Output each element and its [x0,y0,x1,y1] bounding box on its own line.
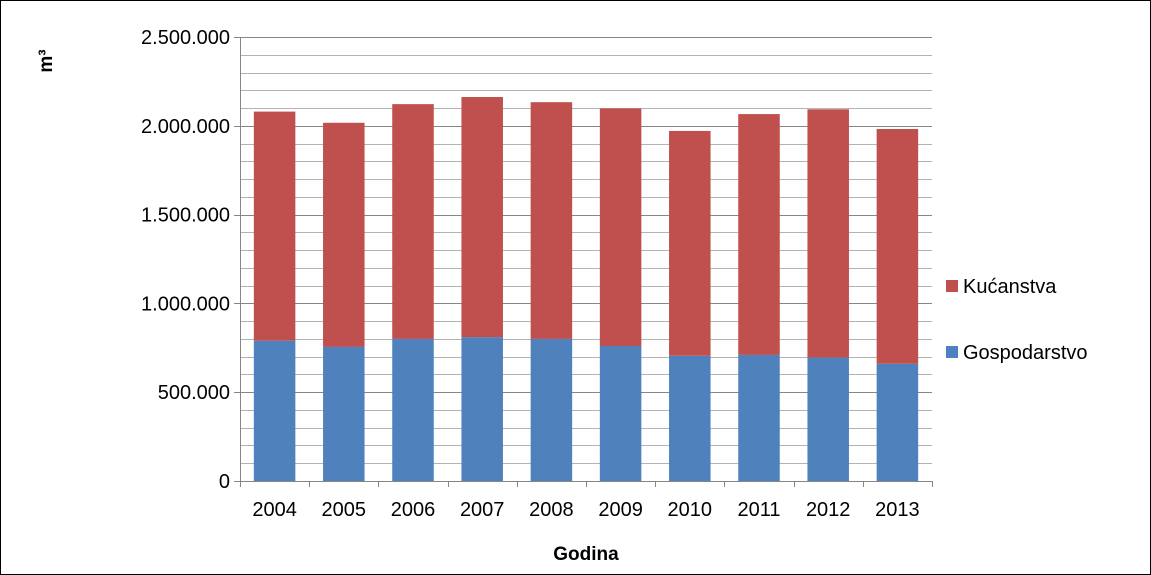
bar-gospodarstvo-2007 [461,337,503,481]
bar-ku-anstva-2007 [461,97,503,338]
bar-ku-anstva-2012 [807,109,849,358]
legend-label: Gospodarstvo [963,342,1088,364]
x-tick-label: 2013 [875,499,920,521]
bar-ku-anstva-2013 [876,128,919,364]
legend-swatch [946,280,958,292]
bar-gospodarstvo-2008 [530,338,573,481]
x-tick-label: 2004 [252,499,297,521]
x-tick-label: 2012 [806,499,851,521]
y-axis-title: m³ [36,49,57,72]
y-tick-label: 1.000.000 [141,293,230,315]
x-axis-title: Godina [553,544,619,565]
y-tick-label: 0 [219,471,230,493]
bar-ku-anstva-2011 [738,114,780,355]
x-tick-label: 2006 [391,499,436,521]
x-tick-label: 2008 [529,499,574,521]
y-tick-labels: 0 500.000 1.000.000 1.500.000 2.000.000 2.500… [141,27,230,493]
legend-swatch [946,346,958,358]
bar-ku-anstva-2008 [530,102,573,339]
bar-gospodarstvo-2004 [253,340,296,481]
x-tick-labels: 2004 2005 2006 2007 2008 2009 2010 2011 2012 2013 [252,499,919,521]
bar-gospodarstvo-2010 [669,355,711,481]
bar-ku-anstva-2004 [253,111,296,341]
bar-gospodarstvo-2013 [876,363,919,481]
x-tick-label: 2010 [668,499,713,521]
y-tick-label: 2.000.000 [141,116,230,138]
y-tick-label: 500.000 [158,382,230,404]
bars [253,97,919,481]
legend: Kućanstva Gospodarstvo [946,276,1088,364]
x-tick-label: 2007 [460,499,505,521]
bar-ku-anstva-2009 [599,108,642,347]
bar-ku-anstva-2006 [392,104,434,339]
x-tick-label: 2011 [737,499,780,521]
legend-label: Kućanstva [963,276,1057,298]
y-tick-label: 2.500.000 [141,27,230,49]
x-tick-label: 2005 [322,499,367,521]
bar-ku-anstva-2005 [323,122,365,347]
axes [234,37,933,487]
bar-gospodarstvo-2011 [738,354,780,481]
bar-ku-anstva-2010 [669,130,711,356]
bar-gospodarstvo-2012 [807,357,849,481]
y-tick-label: 1.500.000 [141,205,230,227]
bar-gospodarstvo-2005 [323,346,365,481]
bar-gospodarstvo-2009 [599,346,642,481]
bar-gospodarstvo-2006 [392,338,434,481]
x-tick-label: 2009 [598,499,643,521]
